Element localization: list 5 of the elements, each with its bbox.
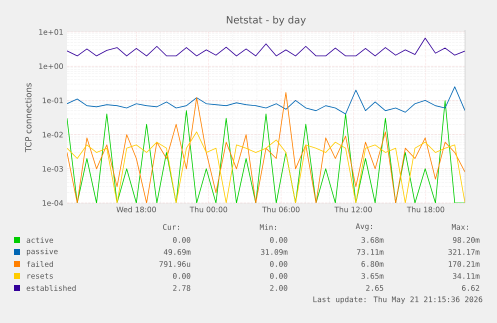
y-axis-title: TCP connections [24, 83, 32, 152]
line-series [67, 86, 465, 114]
line-series [67, 131, 465, 203]
line-series [67, 38, 465, 56]
chart-title: Netstat - by day [226, 16, 306, 26]
